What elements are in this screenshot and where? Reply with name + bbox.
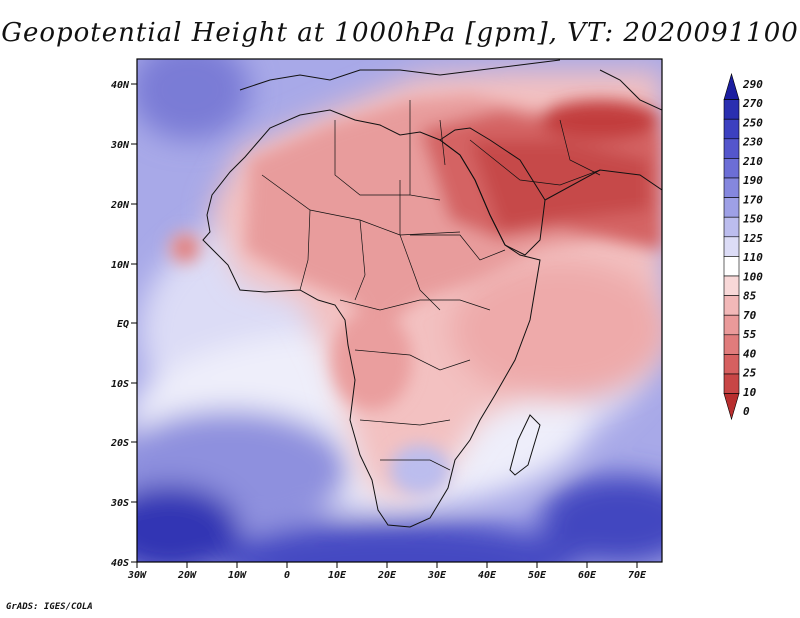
lat-label-10s: 10S [111, 379, 129, 390]
colorbar-swatch [723, 99, 740, 120]
colorbar-label: 230 [742, 136, 763, 149]
colorbar-label: 210 [742, 155, 763, 168]
lon-label-20w: 20W [177, 570, 197, 581]
lon-label-10e: 10E [328, 570, 347, 581]
colorbar-swatch [723, 373, 740, 394]
lat-label-10n: 10N [111, 260, 130, 271]
colorbar-label: 70 [743, 309, 757, 322]
colorbar-label: 110 [743, 251, 763, 264]
colorbar-swatch [723, 72, 740, 100]
colorbar-label: 85 [743, 290, 757, 303]
colorbar-swatch [723, 275, 740, 296]
lat-label-40n: 40N [111, 80, 130, 91]
colorbar-swatch [723, 197, 740, 218]
colorbar-label: 125 [743, 232, 763, 245]
colorbar-label: 55 [743, 328, 757, 341]
lon-axis: 30W 20W 10W 0 10E 20E 30E 40E 50E 60E 70… [127, 562, 647, 581]
colorbar-label: 25 [742, 367, 757, 380]
country-borders [261, 100, 601, 471]
height-field [137, 59, 662, 562]
colorbar-label: 290 [742, 78, 763, 91]
colorbar-swatch [723, 354, 740, 375]
footer-credit: GrADS: IGES/COLA [6, 602, 93, 612]
lat-label-20n: 20N [110, 200, 130, 211]
lat-label-20s: 20S [110, 438, 129, 449]
colorbar-label: 270 [742, 97, 763, 110]
map-title: Geopotential Height at 1000hPa [gpm], VT… [1, 18, 799, 48]
lat-label-30n: 30N [110, 140, 130, 151]
colorbar-swatch [723, 314, 740, 336]
lon-label-40e: 40E [478, 570, 497, 581]
colorbar-swatch [723, 158, 740, 179]
lon-label-70e: 70E [628, 570, 647, 581]
colorbar-label: 250 [742, 116, 763, 129]
lon-label-60e: 60E [578, 570, 597, 581]
lat-label-eq: EQ [117, 319, 129, 330]
colorbar-swatch [723, 256, 740, 277]
lat-axis: 40N 30N 20N 10N EQ 10S 20S 30S 40S [110, 80, 137, 569]
lon-label-50e: 50E [528, 570, 547, 581]
colorbar-label: 170 [743, 193, 763, 206]
colorbar-label: 100 [743, 270, 763, 283]
lat-label-40s: 40S [111, 558, 129, 569]
coastlines [202, 59, 662, 528]
colorbar-label: 40 [743, 347, 757, 360]
colorbar-label: 10 [743, 386, 757, 399]
lat-label-30s: 30S [110, 498, 129, 509]
colorbar-swatch [723, 236, 740, 257]
colorbar-label: 150 [743, 213, 763, 226]
colorbar: 2902702502302101901701501251101008570554… [723, 72, 763, 421]
lon-label-30w: 30W [127, 570, 147, 581]
colorbar-swatch [723, 177, 740, 198]
lon-label-20e: 20E [377, 570, 397, 581]
lon-label-10w: 10W [228, 570, 247, 581]
colorbar-label: 190 [743, 174, 763, 187]
colorbar-swatch [723, 295, 740, 316]
lon-label-30e: 30E [427, 570, 447, 581]
colorbar-swatch [723, 118, 740, 140]
colorbar-swatch [723, 138, 740, 159]
map-frame [136, 58, 663, 563]
colorbar-label: 0 [743, 405, 750, 418]
colorbar-swatch [723, 334, 740, 355]
colorbar-swatch [723, 216, 740, 238]
colorbar-swatch [723, 393, 740, 421]
lon-label-0: 0 [284, 570, 290, 581]
